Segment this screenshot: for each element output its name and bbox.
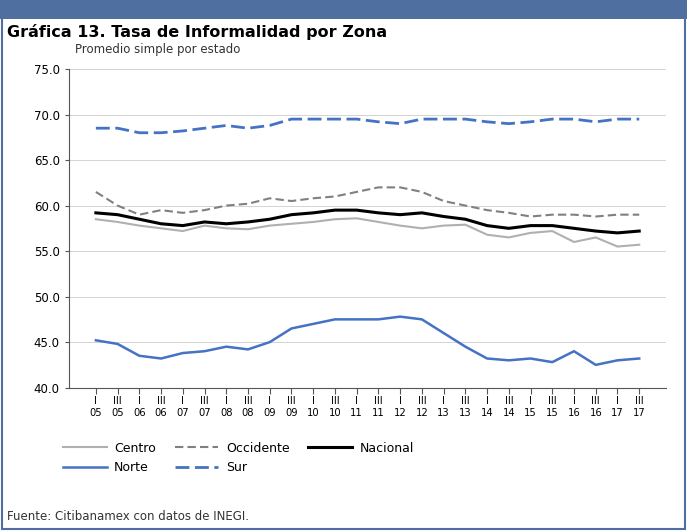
Text: 12: 12 (416, 408, 428, 418)
Text: III: III (244, 396, 252, 406)
Text: III: III (504, 396, 513, 406)
Text: 06: 06 (133, 408, 146, 418)
Text: III: III (418, 396, 426, 406)
Text: III: III (330, 396, 339, 406)
Text: 08: 08 (220, 408, 232, 418)
Text: 11: 11 (350, 408, 363, 418)
Text: I: I (225, 396, 227, 406)
Text: 17: 17 (633, 408, 646, 418)
Text: I: I (616, 396, 619, 406)
Text: 09: 09 (285, 408, 297, 418)
Text: III: III (374, 396, 383, 406)
Text: Gráfica 13. Tasa de Informalidad por Zona: Gráfica 13. Tasa de Informalidad por Zon… (7, 24, 387, 40)
Text: III: III (548, 396, 556, 406)
Legend: Centro, Norte, Occidente, Sur, Nacional: Centro, Norte, Occidente, Sur, Nacional (63, 442, 414, 474)
Text: III: III (635, 396, 644, 406)
Text: I: I (442, 396, 445, 406)
Text: Fuente: Citibanamex con datos de INEGI.: Fuente: Citibanamex con datos de INEGI. (7, 510, 249, 523)
Text: 12: 12 (394, 408, 407, 418)
Text: I: I (529, 396, 532, 406)
Text: 10: 10 (307, 408, 319, 418)
Text: 07: 07 (177, 408, 189, 418)
Text: I: I (572, 396, 576, 406)
Text: 11: 11 (372, 408, 385, 418)
Text: 14: 14 (502, 408, 515, 418)
Text: I: I (269, 396, 271, 406)
Text: 05: 05 (111, 408, 124, 418)
Text: III: III (287, 396, 296, 406)
Text: 05: 05 (89, 408, 102, 418)
Text: I: I (138, 396, 141, 406)
Text: 10: 10 (328, 408, 341, 418)
Text: III: III (157, 396, 166, 406)
Text: III: III (113, 396, 122, 406)
Text: 06: 06 (155, 408, 168, 418)
Text: 16: 16 (567, 408, 581, 418)
Text: III: III (592, 396, 600, 406)
Text: III: III (461, 396, 470, 406)
Text: 08: 08 (242, 408, 254, 418)
Text: 17: 17 (611, 408, 624, 418)
Text: 09: 09 (263, 408, 276, 418)
Text: I: I (94, 396, 98, 406)
Text: I: I (355, 396, 358, 406)
Text: 07: 07 (199, 408, 211, 418)
Text: 13: 13 (438, 408, 450, 418)
Text: 16: 16 (589, 408, 602, 418)
Text: I: I (398, 396, 402, 406)
Text: III: III (200, 396, 209, 406)
Text: 15: 15 (546, 408, 559, 418)
Text: Promedio simple por estado: Promedio simple por estado (75, 44, 240, 56)
Text: I: I (181, 396, 184, 406)
Text: I: I (486, 396, 488, 406)
Text: 15: 15 (524, 408, 537, 418)
Text: I: I (312, 396, 315, 406)
Text: 14: 14 (481, 408, 493, 418)
Text: 13: 13 (459, 408, 472, 418)
